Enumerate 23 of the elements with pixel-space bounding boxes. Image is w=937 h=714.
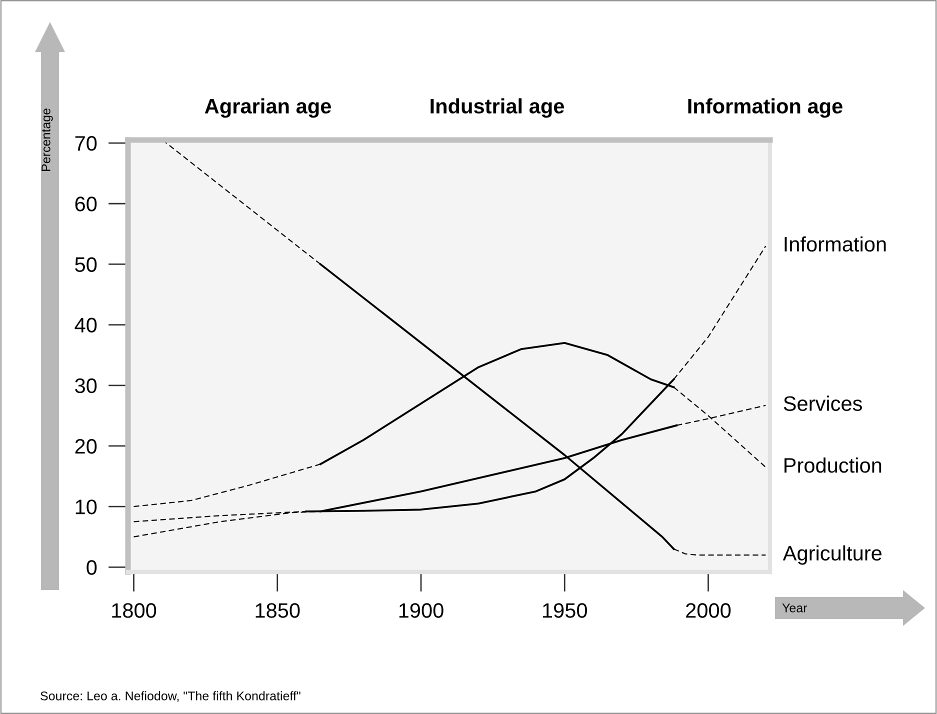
x-tick-label: 1800 [112,603,156,618]
series-label: Production [784,457,882,473]
y-tick-label: 0 [86,560,97,575]
x-tick-label: 1900 [399,603,444,618]
x-axis-title: Year [782,604,808,612]
series-label: Information [784,236,886,252]
y-tick-label: 20 [75,438,97,454]
series-label: Services [784,396,862,411]
series-label: Agriculture [782,545,882,565]
source-note: Source: Leo a. Nefiodow, "The fifth Kondratieff" [40,691,300,702]
y-tick-label: 30 [75,378,97,394]
x-tick-label: 2000 [686,603,731,618]
text: Agrarian age [204,98,331,118]
x-tick-label: 1950 [543,603,587,618]
y-tick-label: 70 [75,136,97,151]
x-tick-label: 1850 [256,603,300,618]
y-tick-label: 40 [74,318,97,333]
text: Information age [688,98,842,118]
y-tick-label: 10 [76,500,97,514]
y-tick-label: 60 [75,196,97,212]
text: Industrial age [430,98,564,118]
y-axis-title: Percentage [42,108,53,171]
y-tick-label: 50 [75,257,97,272]
